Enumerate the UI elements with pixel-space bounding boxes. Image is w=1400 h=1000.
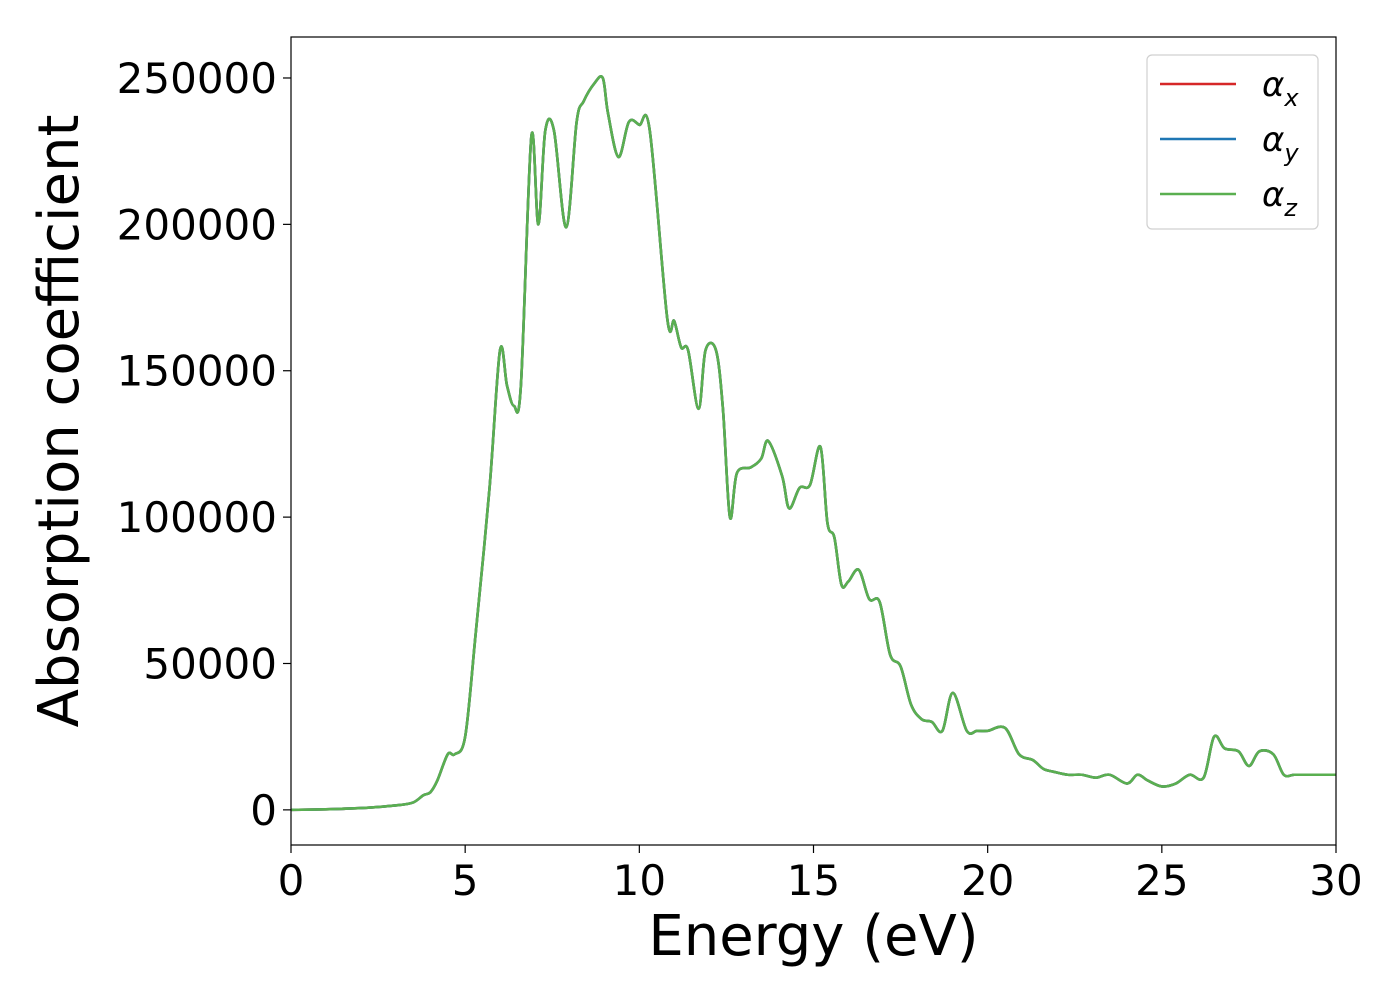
legend-item-z: αz (1160, 175, 1298, 222)
series-line-z (290, 74, 1336, 812)
x-tick-label: 15 (787, 856, 840, 905)
y-tick-label: 50000 (143, 639, 277, 688)
y-tick-label: 100000 (117, 493, 277, 542)
y-axis-label: Absorption coefficient (27, 115, 92, 728)
x-tick-label: 30 (1309, 856, 1362, 905)
legend-box (1146, 54, 1319, 230)
x-tick-label: 20 (961, 856, 1014, 905)
y-tick-label: 150000 (117, 347, 277, 396)
legend-label: αy (1262, 120, 1299, 167)
x-tick-label: 5 (452, 856, 479, 905)
y-axis-ticks: 0 50000 100000 150000 200000 250000 (117, 54, 291, 835)
legend-item-x: αx (1160, 65, 1299, 112)
legend-label: αz (1262, 175, 1298, 222)
y-tick-label: 250000 (117, 54, 277, 103)
series-layer (290, 74, 1336, 812)
x-tick-label: 10 (613, 856, 666, 905)
x-axis-label: Energy (eV) (648, 904, 978, 969)
legend-item-y: αy (1160, 120, 1299, 167)
x-axis-ticks: 0 5 10 15 20 25 30 (278, 845, 1363, 905)
y-tick-label: 0 (250, 786, 277, 835)
x-tick-label: 0 (278, 856, 305, 905)
y-tick-label: 200000 (117, 200, 277, 249)
legend: αx αy αz (1146, 54, 1319, 230)
x-tick-label: 25 (1135, 856, 1188, 905)
legend-label: αx (1262, 65, 1299, 112)
